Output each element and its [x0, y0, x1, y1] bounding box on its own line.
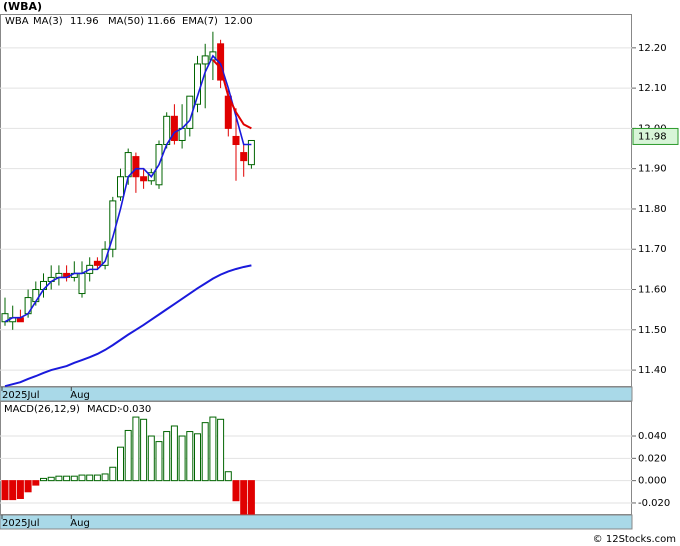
macd-bar	[178, 435, 186, 482]
macd-bar	[240, 480, 248, 515]
macd-value-name: MACD:	[87, 404, 120, 415]
plot-area	[0, 14, 632, 387]
y-tick-label: 0.020	[638, 453, 667, 464]
date-strip	[0, 514, 633, 530]
macd-bar	[132, 416, 140, 482]
candle-body	[240, 152, 248, 162]
date-strip	[0, 386, 633, 402]
moving-average-line	[4, 54, 252, 323]
y-tick-label: 11.50	[638, 325, 667, 336]
candle-body	[194, 63, 201, 105]
macd-value: -0.030	[119, 404, 151, 415]
candle-body	[132, 156, 140, 178]
macd-bar	[47, 476, 55, 482]
macd-bar	[70, 475, 78, 482]
macd-bar	[140, 418, 148, 482]
candle-body	[140, 176, 148, 182]
last-price-label: 11.98	[638, 131, 667, 142]
macd-bar	[9, 480, 17, 501]
macd-bar	[201, 422, 209, 482]
y-tick-label: 11.70	[638, 244, 667, 255]
candle-body	[78, 272, 86, 295]
macd-bar	[147, 435, 155, 482]
candle-body	[124, 152, 132, 178]
legend-name: EMA(7)	[182, 16, 218, 27]
macd-bar	[16, 480, 24, 499]
macd-bar	[63, 475, 71, 482]
candle-body	[247, 139, 255, 166]
macd-bar	[86, 474, 94, 482]
macd-title: MACD(26,12,9)	[4, 404, 80, 415]
candle-body	[170, 115, 178, 141]
legend-ticker: WBA	[5, 16, 29, 27]
x-tick-label: 2025Jul	[2, 518, 40, 529]
y-tick-label: 11.60	[638, 285, 667, 296]
y-tick-label: 0.000	[638, 476, 667, 487]
moving-average-line	[212, 59, 252, 130]
macd-bar	[24, 480, 32, 493]
last-price-box	[632, 127, 679, 145]
candle-body	[101, 248, 109, 266]
y-tick-label: -0.020	[638, 498, 670, 509]
footer: © 12Stocks.com	[593, 534, 676, 545]
y-tick-label: 11.40	[638, 365, 667, 376]
macd-bar	[109, 466, 117, 482]
legend-name: MA(3)	[33, 16, 63, 27]
candle-body	[232, 135, 240, 146]
moving-average-line	[4, 264, 252, 388]
macd-bar	[78, 474, 86, 482]
macd-bar	[93, 474, 101, 482]
y-tick-label: 11.90	[638, 164, 667, 175]
macd-bar	[232, 480, 240, 502]
macd-bar	[163, 431, 171, 482]
macd-bar	[40, 477, 47, 482]
macd-bar	[170, 425, 178, 482]
macd-bar	[217, 418, 225, 482]
macd-bar	[209, 416, 217, 482]
macd-bar	[101, 473, 109, 482]
y-tick-label: 12.20	[638, 43, 667, 54]
macd-bar	[124, 429, 132, 482]
candle-body	[93, 260, 101, 266]
candle-body	[201, 55, 209, 65]
macd-bar	[32, 480, 40, 486]
x-tick-label: Aug	[70, 390, 90, 401]
legend-name: MA(50)	[108, 16, 144, 27]
chart-title: (WBA)	[3, 0, 42, 13]
legend-value: 12.00	[224, 16, 253, 27]
y-tick-label: 12.10	[638, 83, 667, 94]
y-tick-label: 11.80	[638, 204, 667, 215]
macd-bar	[247, 480, 255, 515]
macd-bar	[117, 446, 124, 482]
macd-bar	[55, 475, 63, 482]
x-tick-label: Aug	[70, 518, 90, 529]
macd-bar	[186, 431, 194, 482]
macd-bar	[1, 480, 9, 501]
candle-body	[117, 176, 124, 198]
macd-bar	[224, 471, 232, 482]
legend-value: 11.66	[147, 16, 176, 27]
macd-bar	[155, 441, 163, 482]
macd-bar	[194, 433, 201, 482]
x-tick-label: 2025Jul	[2, 390, 40, 401]
legend-value: 11.96	[70, 16, 99, 27]
y-tick-label: 0.040	[638, 431, 667, 442]
